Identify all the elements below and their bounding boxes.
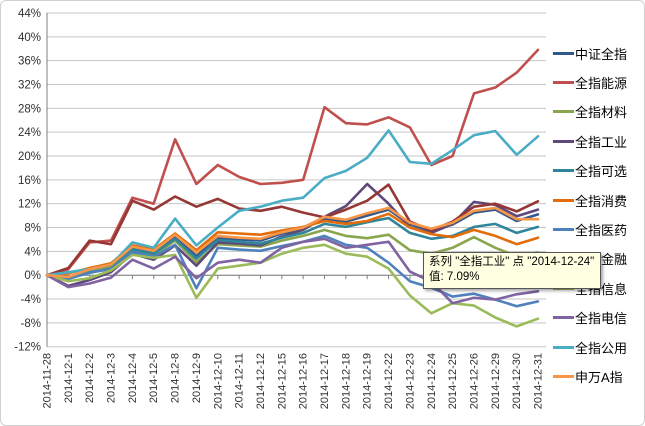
- y-axis-label: -8%: [21, 318, 41, 330]
- series-line-全指金融[interactable]: [45, 183, 540, 277]
- y-axis-label: 32%: [18, 80, 41, 92]
- x-axis-label: 2014-12-23: [404, 353, 416, 409]
- x-axis-label: 2014-12-2: [84, 353, 96, 403]
- x-axis-label: 2014-12-15: [276, 353, 288, 409]
- x-axis-label: 2014-12-12: [255, 353, 267, 409]
- y-axis-label: -12%: [14, 342, 41, 354]
- legend-label: 全指可选: [575, 164, 628, 180]
- legend-label: 全指消费: [575, 193, 628, 209]
- y-axis-label: 12%: [18, 199, 41, 211]
- x-axis-label: 2014-12-17: [319, 353, 331, 409]
- legend-label: 全指电信: [575, 311, 628, 327]
- y-axis-label: 20%: [18, 151, 41, 163]
- x-axis-label: 2014-12-18: [340, 353, 352, 409]
- x-axis-label: 2014-12-9: [191, 353, 203, 403]
- x-axis-label: 2014-12-29: [490, 353, 502, 409]
- x-axis-label: 2014-12-24: [426, 353, 438, 409]
- legend-label: 中证全指: [575, 46, 628, 62]
- y-axis-label: -4%: [21, 294, 41, 306]
- legend-label: 申万A指: [575, 369, 623, 385]
- series-line-全指能源[interactable]: [45, 48, 540, 277]
- legend-line-swatch: [553, 374, 574, 378]
- legend-item-全指电信[interactable]: 全指电信: [553, 310, 627, 326]
- x-axis-label: 2014-12-5: [148, 353, 160, 403]
- legend-line-swatch: [553, 316, 574, 320]
- legend-item-全指公用[interactable]: 全指公用: [553, 339, 628, 356]
- legend-item-中证全指[interactable]: 中证全指: [553, 45, 628, 62]
- x-axis-label: 2014-12-10: [212, 353, 224, 409]
- y-axis-label: 36%: [18, 56, 41, 68]
- legend-item-全指可选[interactable]: 全指可选: [553, 163, 627, 179]
- y-axis-label: 0%: [24, 270, 41, 282]
- legend-item-全指材料[interactable]: 全指材料: [553, 104, 627, 120]
- legend-line-swatch: [553, 139, 574, 143]
- legend-label: 全指材料: [575, 105, 628, 121]
- legend-item-全指消费[interactable]: 全指消费: [553, 192, 628, 209]
- legend-item-申万A指[interactable]: 申万A指: [553, 368, 623, 385]
- series-line-申万A指[interactable]: [45, 206, 540, 279]
- legend-line-swatch: [553, 110, 574, 114]
- x-axis-label: 2014-12-31: [533, 353, 545, 409]
- x-axis-label: 2014-12-1: [63, 353, 75, 403]
- series-line-全指公用[interactable]: [45, 129, 540, 277]
- legend-line-swatch: [553, 198, 574, 202]
- y-axis-label: 24%: [18, 127, 41, 139]
- legend: 中证全指全指能源全指材料全指工业全指可选全指消费全指医药全指金融全指信息全指电信…: [553, 1, 644, 425]
- chart-tooltip: 系列 "全指工业" 点 "2014-12-24" 值: 7.09%: [423, 252, 602, 289]
- series-line-全指可选[interactable]: [45, 216, 540, 281]
- legend-label: 全指工业: [575, 134, 628, 150]
- x-axis-label: 2014-11-28: [42, 353, 54, 408]
- tooltip-series-point: 系列 "全指工业" 点 "2014-12-24": [429, 256, 595, 268]
- x-axis-label: 2014-12-4: [127, 353, 139, 403]
- legend-line-swatch: [553, 51, 574, 55]
- x-axis-label: 2014-12-22: [383, 353, 395, 409]
- legend-label: 全指能源: [575, 75, 628, 91]
- x-axis-label: 2014-12-26: [468, 353, 480, 409]
- legend-line-swatch: [553, 227, 574, 231]
- x-axis-label: 2014-12-30: [511, 353, 523, 409]
- legend-line-swatch: [553, 169, 574, 173]
- legend-label: 全指医药: [575, 222, 628, 238]
- legend-line-swatch: [553, 80, 574, 84]
- y-axis-label: 8%: [24, 223, 41, 235]
- y-axis-label: 4%: [24, 246, 41, 258]
- y-axis-label: 44%: [18, 8, 41, 20]
- series-line-全指电信[interactable]: [45, 237, 540, 305]
- x-axis-label: 2014-12-8: [170, 353, 182, 403]
- y-axis-label: 16%: [18, 175, 41, 187]
- legend-label: 全指公用: [575, 340, 628, 356]
- legend-item-全指能源[interactable]: 全指能源: [553, 74, 628, 91]
- x-axis-label: 2014-12-3: [106, 353, 118, 403]
- x-axis-label: 2014-12-11: [234, 353, 246, 408]
- y-axis-label: 28%: [18, 103, 41, 115]
- x-axis-label: 2014-12-16: [298, 353, 310, 409]
- y-axis-label: 40%: [18, 32, 41, 44]
- legend-line-swatch: [553, 345, 574, 349]
- legend-item-全指医药[interactable]: 全指医药: [553, 221, 628, 238]
- tooltip-value: 值: 7.09%: [429, 271, 480, 283]
- x-axis-label: 2014-12-25: [447, 353, 459, 409]
- legend-item-全指工业[interactable]: 全指工业: [553, 133, 628, 150]
- x-axis-label: 2014-12-19: [362, 353, 374, 409]
